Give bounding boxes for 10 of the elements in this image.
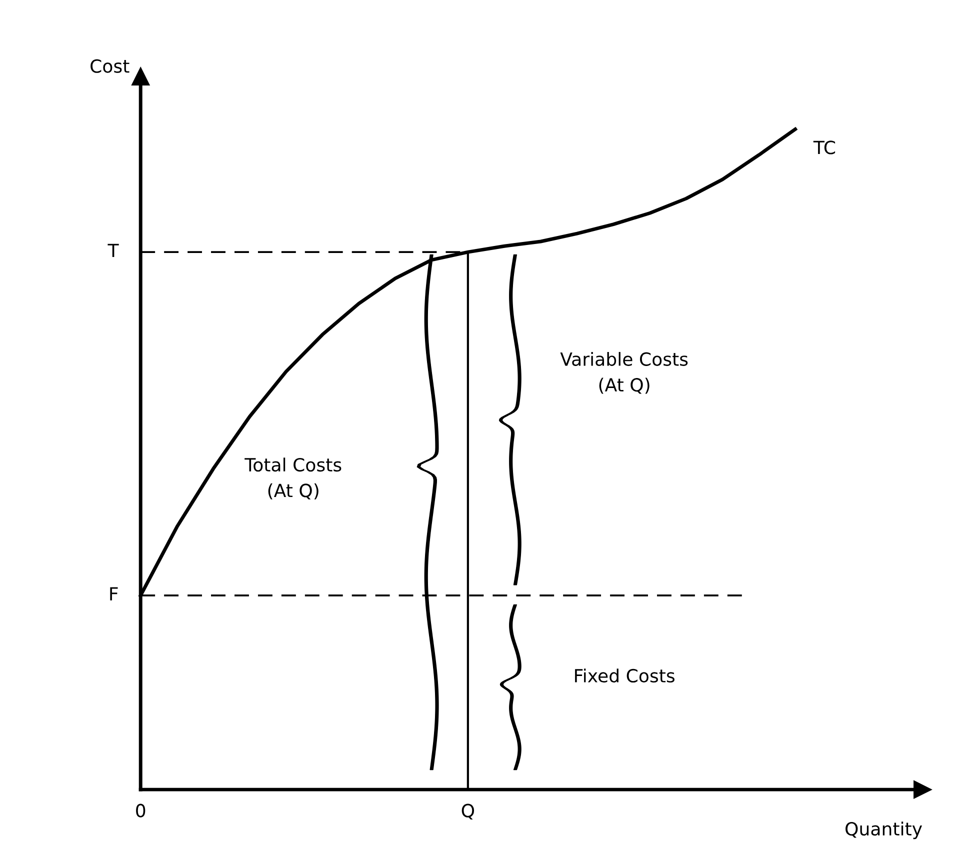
ref-line-label: T: [108, 244, 119, 258]
series-label: TC: [813, 140, 836, 154]
annotation: Variable Costs (At Q): [560, 352, 688, 394]
x-tick-label: Q: [462, 804, 474, 820]
annotation: Fixed Costs: [575, 668, 674, 683]
ref-line-label: F: [110, 587, 118, 600]
y-axis-title: Cost: [90, 59, 130, 73]
x-axis-title: Quantity: [846, 822, 922, 840]
x-tick-label: 0: [136, 804, 146, 818]
annotation: Total Costs (At Q): [244, 458, 342, 500]
